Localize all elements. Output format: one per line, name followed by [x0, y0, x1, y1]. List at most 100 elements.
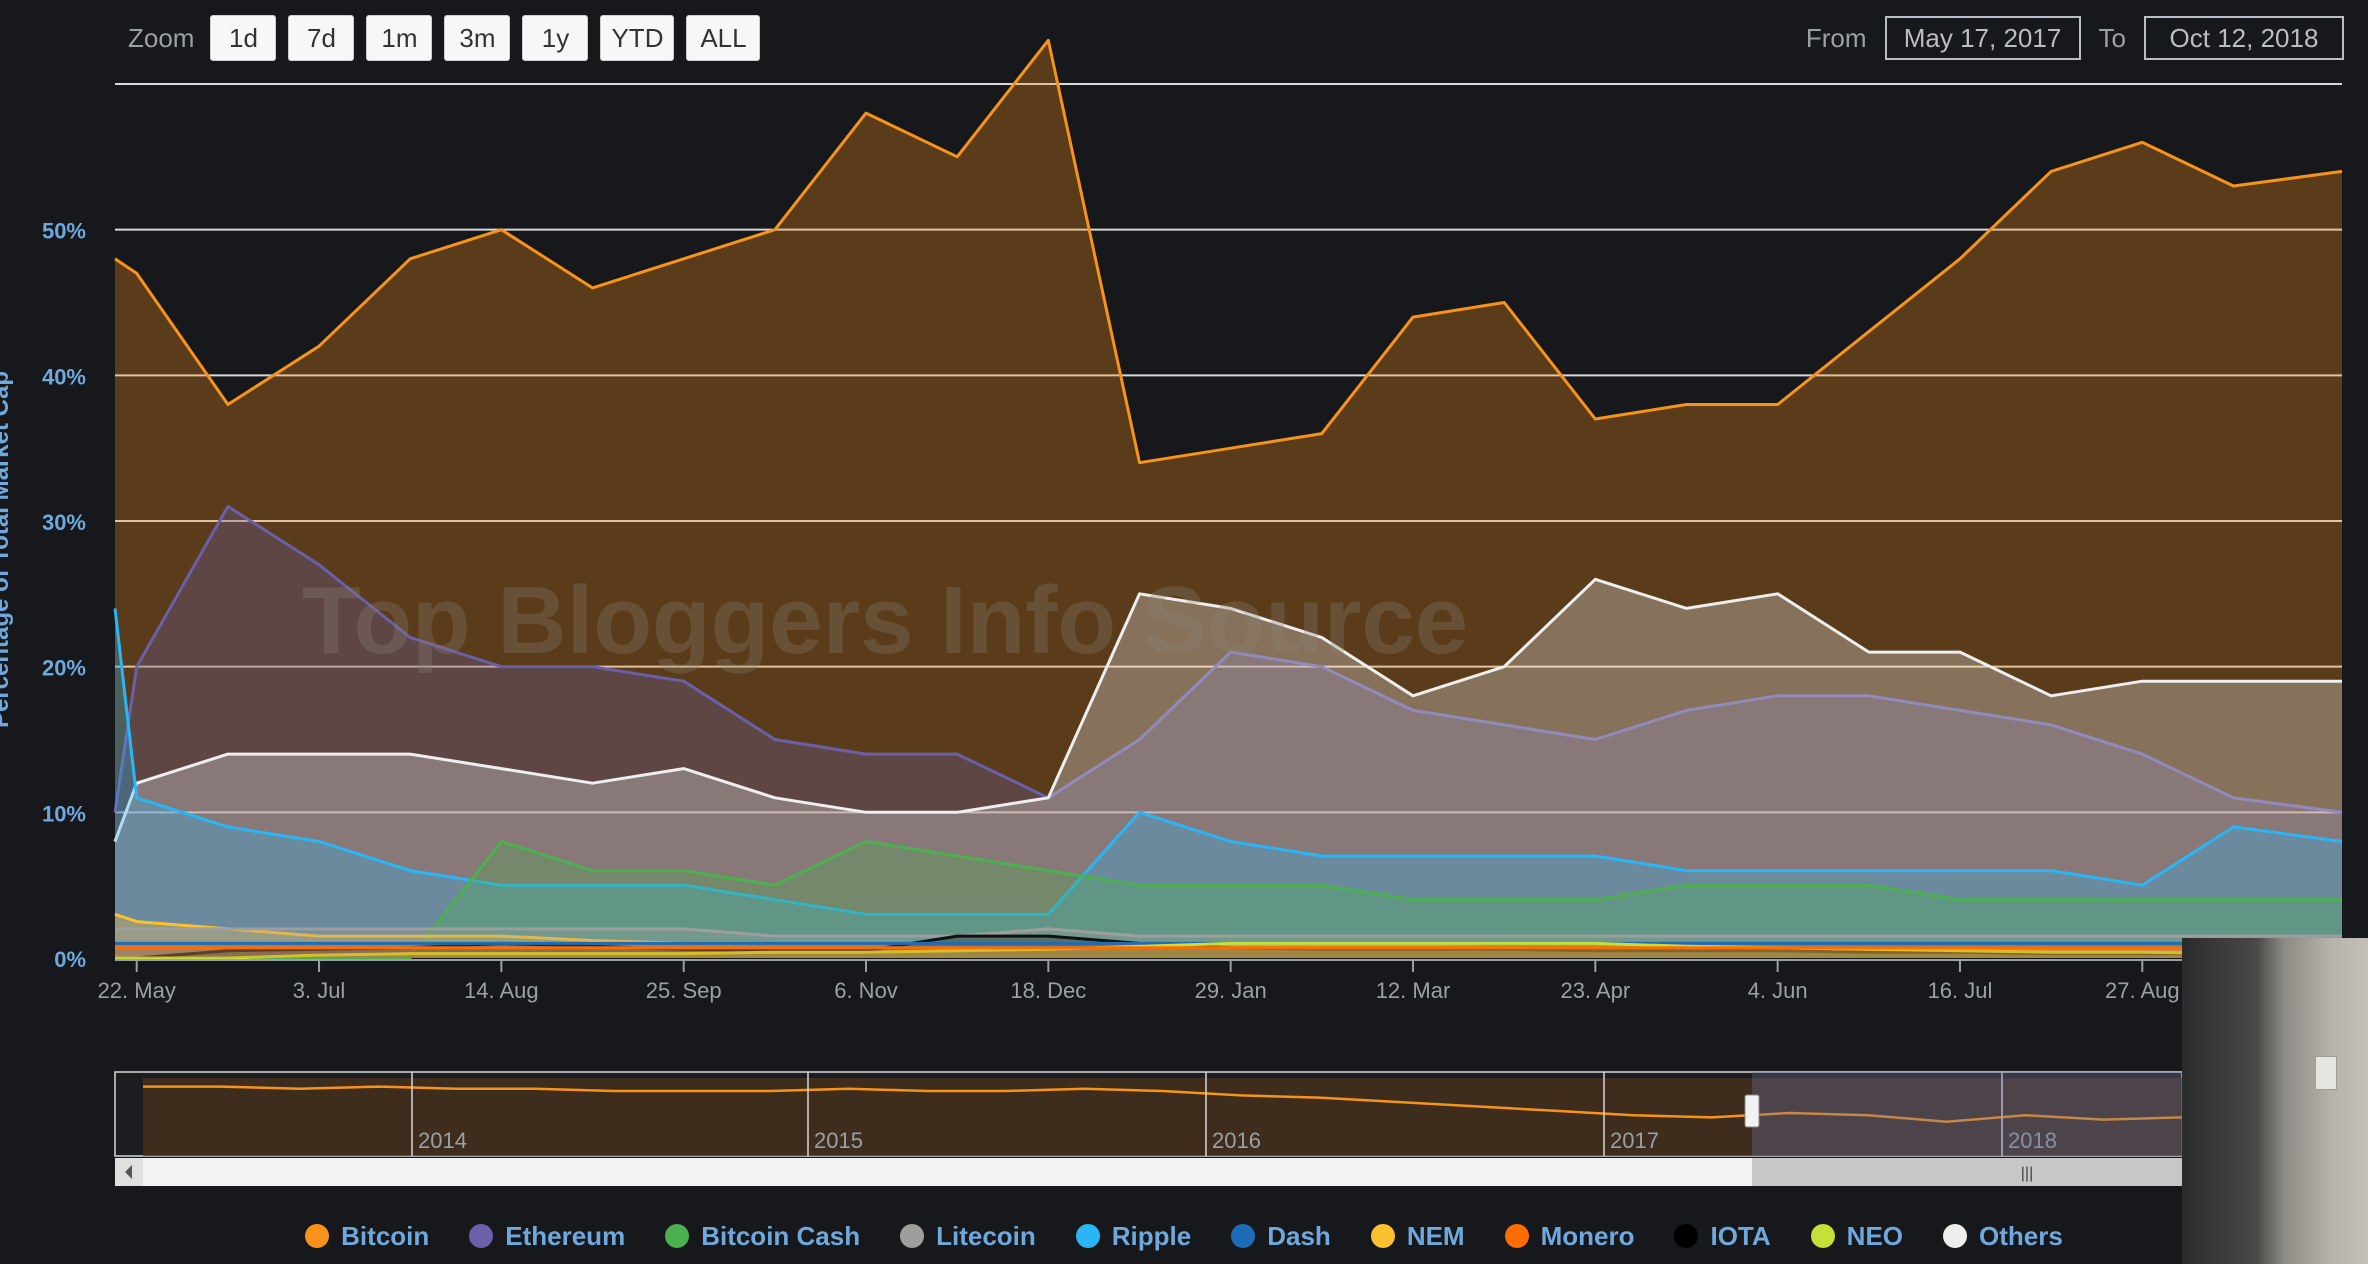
legend-dot-icon — [1674, 1224, 1699, 1248]
bitcoin-cash-point — [1685, 884, 1688, 887]
bitcoin-point — [2141, 141, 2144, 144]
watermark: Top Bloggers Info Source — [302, 567, 1468, 674]
neo-point — [1594, 942, 1597, 945]
monero-point — [682, 946, 685, 949]
monero-point — [2050, 946, 2053, 949]
navigator-tick-label: 2014 — [418, 1128, 467, 1153]
zoom-1d-button[interactable]: 1d — [210, 15, 277, 61]
bitcoin-cash-point — [1138, 884, 1141, 887]
bitcoin-cash-point — [682, 869, 685, 872]
navigator-tick-label: 2015 — [814, 1128, 863, 1153]
dash-point — [591, 942, 594, 945]
wall-switch — [2315, 1056, 2337, 1090]
legend-item-ripple[interactable]: Ripple — [1075, 1221, 1191, 1252]
bitcoin-point — [773, 228, 776, 231]
monero-point — [500, 946, 503, 949]
date-range: From To — [1806, 14, 2344, 62]
monero-point — [1776, 946, 1779, 949]
navigator-left-handle[interactable] — [1744, 1094, 1760, 1128]
dash-point — [135, 942, 138, 945]
navigator-selected-range[interactable] — [1752, 1072, 2182, 1156]
monero-point — [1320, 946, 1323, 949]
legend-item-iota[interactable]: IOTA — [1674, 1220, 1771, 1252]
zoom-ytd-button[interactable]: YTD — [600, 15, 675, 61]
others-point — [1047, 796, 1050, 799]
zoom-7d-button[interactable]: 7d — [288, 15, 355, 61]
legend-dot-icon — [1370, 1224, 1395, 1248]
to-date-input[interactable] — [2144, 16, 2344, 60]
legend-item-litecoin[interactable]: Litecoin — [900, 1221, 1036, 1252]
ripple-point — [1320, 855, 1323, 858]
navigator-tick-label: 2018 — [2008, 1128, 2057, 1153]
others-point — [1411, 694, 1414, 697]
bitcoin-point — [1411, 316, 1414, 319]
legend-item-others[interactable]: Others — [1943, 1221, 2063, 1252]
y-tick-label: 0% — [54, 947, 86, 972]
zoom-all-button[interactable]: ALL — [686, 15, 761, 61]
ripple-point — [114, 607, 117, 610]
ripple-point — [1867, 869, 1870, 872]
monero-point — [865, 946, 868, 949]
y-tick-label: 50% — [42, 219, 86, 244]
legend-item-dash[interactable]: Dash — [1231, 1221, 1331, 1252]
legend-item-bitcoin-cash[interactable]: Bitcoin Cash — [665, 1221, 860, 1252]
scrollbar-thumb[interactable] — [1752, 1158, 2182, 1186]
litecoin-point — [1320, 935, 1323, 938]
monero-point — [1138, 946, 1141, 949]
monero-point — [1047, 946, 1050, 949]
legend-item-neo[interactable]: NEO — [1810, 1221, 1903, 1252]
navigator-tick-label: 2017 — [1610, 1128, 1659, 1153]
ripple-point — [135, 796, 138, 799]
ripple-point — [1411, 855, 1414, 858]
from-date-input[interactable] — [1884, 16, 2081, 60]
zoom-3m-button[interactable]: 3m — [444, 15, 511, 61]
zoom-1y-button[interactable]: 1y — [522, 15, 589, 61]
bitcoin-cash-point — [2232, 898, 2235, 901]
x-tick-label: 4. Jun — [1748, 978, 1808, 1003]
x-tick-label: 14. Aug — [464, 978, 539, 1003]
bitcoin-cash-point — [1320, 884, 1323, 887]
litecoin-point — [1867, 935, 1870, 938]
legend-label: IOTA — [1710, 1220, 1771, 1251]
legend-dot-icon — [469, 1224, 494, 1248]
legend-item-nem[interactable]: NEM — [1370, 1220, 1465, 1252]
dash-point — [956, 942, 959, 945]
dash-point — [1958, 942, 1961, 945]
ripple-point — [1685, 869, 1688, 872]
monero-point — [114, 946, 117, 949]
legend-label: NEM — [1406, 1220, 1465, 1251]
bitcoin-cash-point — [773, 884, 776, 887]
navigator-bitcoin-line — [143, 1085, 2183, 1124]
series-areas — [113, 38, 2343, 960]
legend-item-monero[interactable]: Monero — [1504, 1221, 1634, 1252]
litecoin-point — [1776, 935, 1779, 938]
monero-point — [1594, 946, 1597, 949]
dash-point — [682, 942, 685, 945]
navigator[interactable]: 2014 2015 2016 2017 2018 ||| — [114, 1071, 2183, 1186]
litecoin-point — [2050, 935, 2053, 938]
ripple-point — [1958, 869, 1961, 872]
others-point — [2050, 694, 2053, 697]
monero-point — [1411, 946, 1414, 949]
litecoin-point — [409, 927, 412, 930]
dash-point — [1047, 942, 1050, 945]
y-axis-ticks: 0% 10% 20% 30% 40% 50% — [42, 219, 86, 972]
others-point — [1594, 578, 1597, 581]
chevron-left-icon — [125, 1165, 132, 1179]
monero-point — [226, 946, 229, 949]
litecoin-point — [1229, 935, 1232, 938]
legend-item-ethereum[interactable]: Ethereum — [469, 1221, 625, 1252]
neo-point — [1411, 942, 1414, 945]
others-point — [773, 796, 776, 799]
dash-point — [114, 942, 117, 945]
legend-dot-icon — [1231, 1224, 1256, 1248]
zoom-1m-button[interactable]: 1m — [366, 15, 433, 61]
others-point — [409, 753, 412, 756]
bitcoin-point — [865, 112, 868, 115]
bitcoin-cash-point — [1503, 898, 1506, 901]
legend-item-bitcoin[interactable]: Bitcoin — [305, 1221, 429, 1252]
scrollbar-grip-icon: ||| — [2021, 1165, 2033, 1182]
ethereum-area — [115, 506, 2342, 958]
bitcoin-cash-point — [865, 840, 868, 843]
dash-point — [2050, 942, 2053, 945]
